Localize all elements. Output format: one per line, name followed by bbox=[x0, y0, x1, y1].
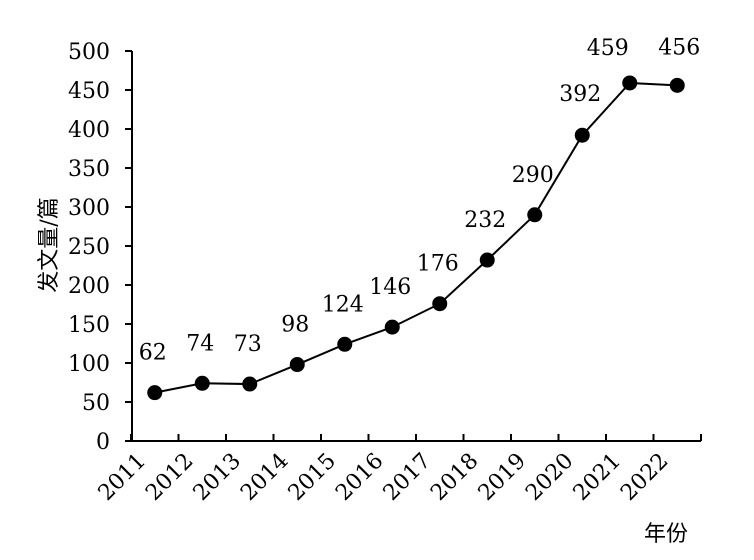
x-tick-label: 2017 bbox=[379, 449, 436, 506]
x-tick-label: 2018 bbox=[426, 449, 483, 506]
data-point bbox=[669, 77, 685, 93]
data-label: 459 bbox=[587, 36, 629, 61]
x-tick-label: 2013 bbox=[189, 449, 246, 506]
x-tick-label: 2014 bbox=[236, 449, 293, 506]
y-tick-label: 300 bbox=[68, 196, 110, 221]
x-tick-label: 2020 bbox=[521, 449, 578, 506]
data-label: 98 bbox=[281, 313, 309, 338]
data-label: 73 bbox=[234, 332, 262, 357]
x-tick-label: 2011 bbox=[94, 449, 151, 506]
y-tick-label: 450 bbox=[68, 79, 110, 104]
data-label: 456 bbox=[658, 35, 700, 60]
data-point bbox=[337, 336, 353, 352]
x-tick-label: 2016 bbox=[331, 449, 388, 506]
data-markers bbox=[147, 75, 685, 401]
data-point bbox=[194, 375, 210, 391]
x-tick-label: 2022 bbox=[616, 449, 673, 506]
data-point bbox=[289, 357, 305, 373]
y-tick-label: 150 bbox=[68, 313, 110, 338]
data-label: 74 bbox=[186, 331, 214, 356]
data-label: 146 bbox=[369, 275, 411, 300]
x-tick-label: 2012 bbox=[141, 449, 198, 506]
x-tick-label: 2021 bbox=[569, 449, 626, 506]
x-tick-label: 2019 bbox=[474, 449, 531, 506]
data-point bbox=[384, 319, 400, 335]
axes bbox=[131, 51, 701, 442]
data-label: 124 bbox=[322, 292, 364, 317]
y-tick-label: 250 bbox=[68, 235, 110, 260]
data-label: 232 bbox=[464, 208, 506, 233]
data-point bbox=[479, 252, 495, 268]
y-tick-label: 50 bbox=[82, 391, 110, 416]
data-label: 290 bbox=[512, 163, 554, 188]
y-tick-label: 200 bbox=[68, 274, 110, 299]
data-point bbox=[147, 385, 163, 401]
y-tick-label: 400 bbox=[68, 118, 110, 143]
y-tick-label: 0 bbox=[96, 430, 110, 455]
x-axis-ticks: 2011201220132014201520162017201820192020… bbox=[94, 434, 702, 506]
data-label: 392 bbox=[559, 82, 601, 107]
y-tick-label: 500 bbox=[68, 40, 110, 65]
data-point bbox=[527, 207, 543, 223]
data-label: 62 bbox=[139, 341, 167, 366]
x-axis-title: 年份 bbox=[644, 522, 688, 547]
x-tick-label: 2015 bbox=[284, 449, 341, 506]
y-axis-ticks: 0 50 100 150 200 250 300 350 400 450 500 bbox=[68, 40, 132, 455]
data-point bbox=[242, 376, 258, 392]
data-label: 176 bbox=[417, 252, 459, 277]
y-tick-label: 100 bbox=[68, 352, 110, 377]
data-point bbox=[622, 75, 638, 91]
series-line bbox=[154, 81, 678, 394]
data-point bbox=[574, 127, 590, 143]
data-point bbox=[432, 296, 448, 312]
y-axis-title: 发文量/篇 bbox=[37, 197, 62, 292]
y-tick-label: 350 bbox=[68, 157, 110, 182]
